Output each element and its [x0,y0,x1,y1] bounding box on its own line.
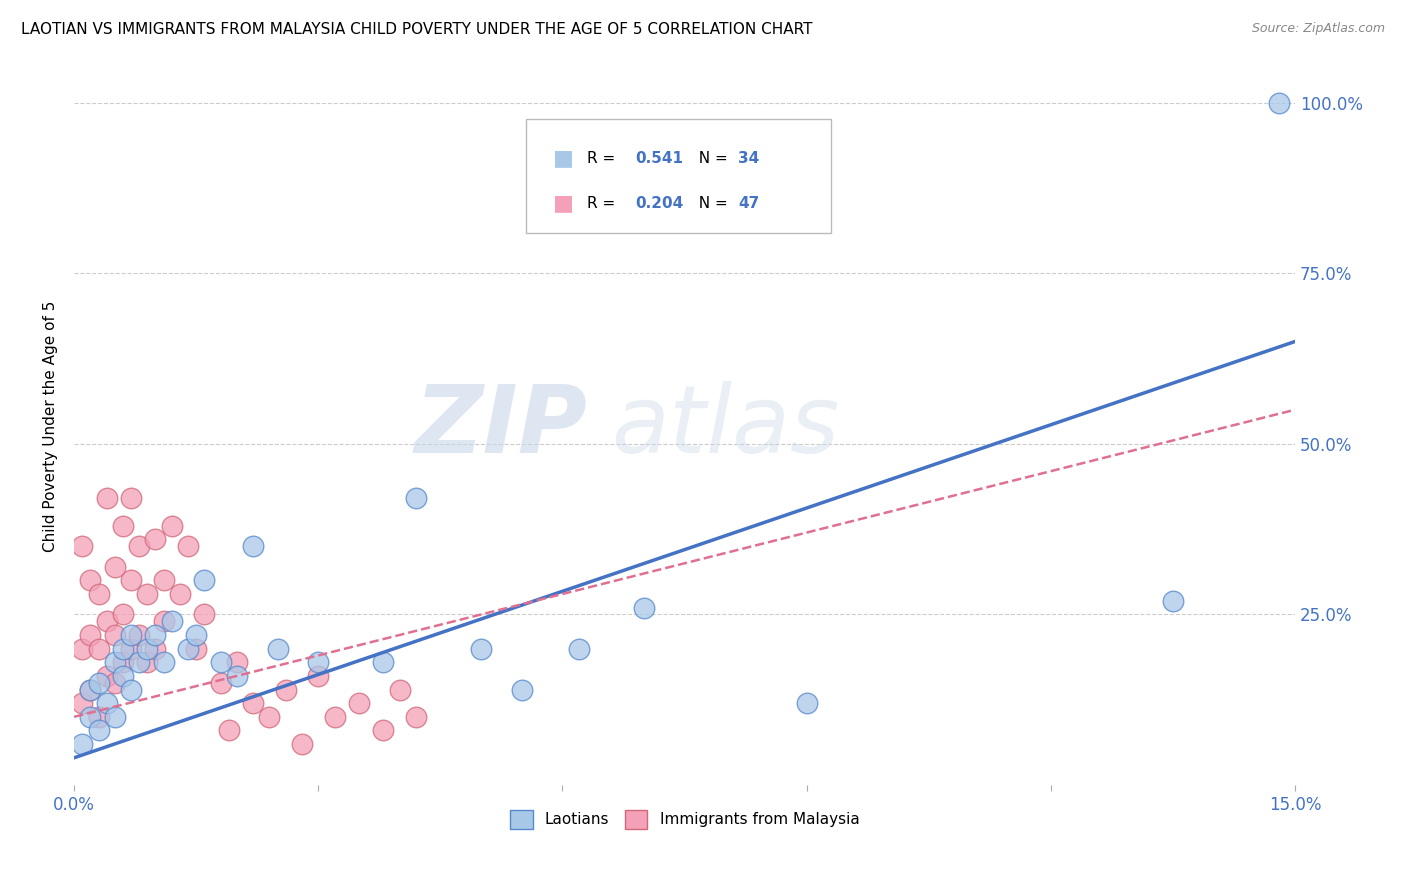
Point [209,675,232,690]
Point [177,641,200,656]
Point [96,491,118,506]
Point [209,655,232,669]
Point [128,655,150,669]
Point [120,682,142,697]
Point [145,533,167,547]
Point [242,696,264,710]
Point [136,641,159,656]
Text: R =: R = [586,151,620,166]
Point [128,628,150,642]
Point [104,710,127,724]
Point [388,682,411,697]
Point [70,737,93,751]
Text: ZIP: ZIP [413,381,586,473]
Point [193,574,215,588]
Text: N =: N = [689,195,733,211]
Text: 0.204: 0.204 [636,195,683,211]
Point [145,628,167,642]
Text: ■: ■ [553,148,574,168]
Text: N =: N = [689,151,733,166]
Point [104,675,127,690]
Point [70,539,93,553]
Point [152,574,174,588]
Point [87,587,110,601]
Point [70,641,93,656]
Point [242,539,264,553]
Point [128,539,150,553]
Point [79,574,101,588]
Text: Source: ZipAtlas.com: Source: ZipAtlas.com [1251,22,1385,36]
Point [104,628,127,642]
Point [120,574,142,588]
Point [136,655,159,669]
Point [111,655,134,669]
Point [96,696,118,710]
Text: R =: R = [586,195,620,211]
Point [274,682,297,697]
FancyBboxPatch shape [526,119,831,234]
Text: 47: 47 [738,195,759,211]
Point [266,641,288,656]
Point [136,587,159,601]
Legend: Laotians, Immigrants from Malaysia: Laotians, Immigrants from Malaysia [503,804,866,835]
Point [96,669,118,683]
Point [1161,594,1184,608]
Y-axis label: Child Poverty Under the Age of 5: Child Poverty Under the Age of 5 [44,301,58,552]
Point [79,628,101,642]
Point [323,710,346,724]
Point [186,641,208,656]
Point [307,669,329,683]
Point [79,710,101,724]
Point [104,655,127,669]
Point [405,710,427,724]
Point [96,615,118,629]
Point [177,539,200,553]
Point [120,628,142,642]
Point [796,696,818,710]
Point [225,669,247,683]
Text: 0.541: 0.541 [636,151,683,166]
Point [193,607,215,622]
Point [405,491,427,506]
Point [373,723,395,738]
Point [152,615,174,629]
Point [259,710,281,724]
Point [87,723,110,738]
Point [160,518,183,533]
Point [1267,95,1289,110]
Point [373,655,395,669]
Point [186,628,208,642]
Point [160,615,183,629]
Point [152,655,174,669]
Point [111,669,134,683]
Point [111,518,134,533]
Point [120,491,142,506]
Point [87,710,110,724]
Point [470,641,492,656]
Point [87,641,110,656]
Point [307,655,329,669]
Point [70,696,93,710]
Point [225,655,247,669]
Text: atlas: atlas [612,381,839,472]
Point [510,682,533,697]
Point [169,587,191,601]
Text: ■: ■ [553,194,574,213]
Point [218,723,240,738]
Point [111,641,134,656]
Point [145,641,167,656]
Text: 34: 34 [738,151,759,166]
Point [120,641,142,656]
Point [111,607,134,622]
Text: LAOTIAN VS IMMIGRANTS FROM MALAYSIA CHILD POVERTY UNDER THE AGE OF 5 CORRELATION: LAOTIAN VS IMMIGRANTS FROM MALAYSIA CHIL… [21,22,813,37]
Point [79,682,101,697]
Point [79,682,101,697]
Point [347,696,370,710]
Point [291,737,314,751]
Point [568,641,591,656]
Point [633,600,655,615]
Point [104,559,127,574]
Point [87,675,110,690]
